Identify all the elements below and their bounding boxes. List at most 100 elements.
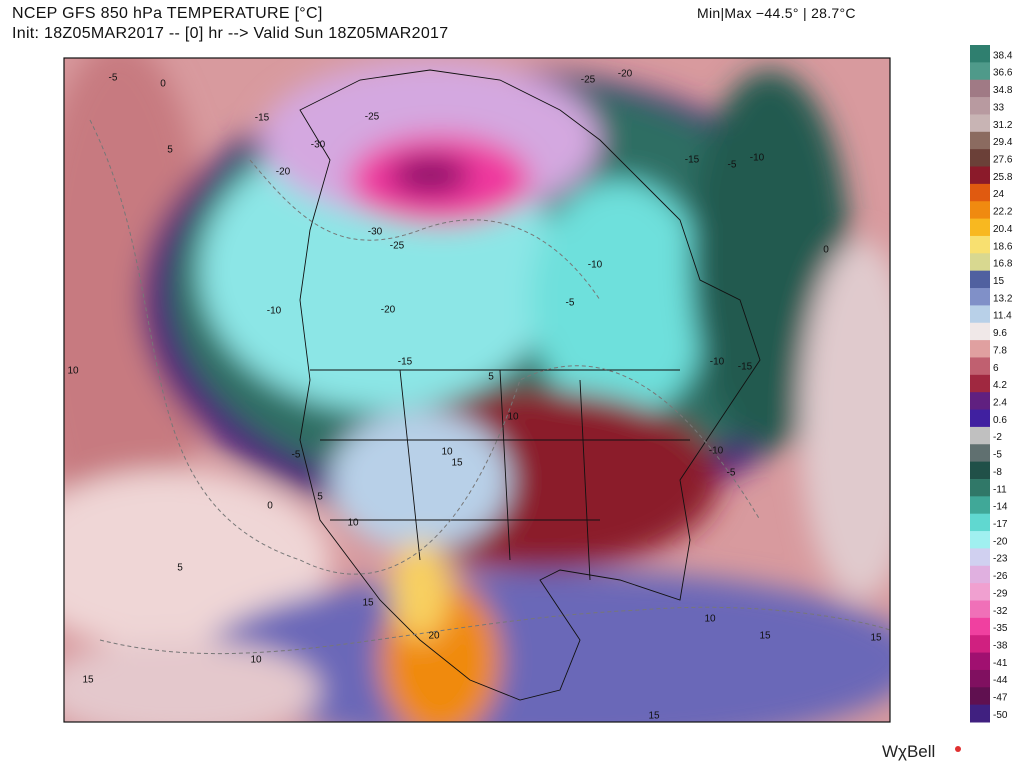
colorbar-swatch: [970, 183, 990, 202]
colorbar-swatch: [970, 600, 990, 619]
map: [64, 58, 890, 722]
colorbar-label: 34.8: [993, 85, 1013, 96]
colorbar-label: -50: [993, 710, 1008, 721]
contour-label: -15: [738, 362, 753, 373]
colorbar-swatch: [970, 270, 990, 289]
colorbar-swatch: [970, 166, 990, 185]
contour-label: 15: [82, 675, 94, 686]
logo-dot: [955, 746, 961, 752]
contour-label: 10: [441, 447, 453, 458]
colorbar-label: -20: [993, 536, 1008, 547]
colorbar-swatch: [970, 374, 990, 393]
contour-label: -30: [368, 227, 383, 238]
contour-label: 10: [67, 366, 79, 377]
colorbar-label: 33: [993, 102, 1005, 113]
colorbar-label: -11: [993, 484, 1007, 495]
contour-label: 10: [704, 614, 716, 625]
contour-label: 15: [362, 598, 374, 609]
colorbar-swatch: [970, 218, 990, 237]
contour-label: -5: [292, 450, 301, 461]
colorbar-label: 24: [993, 189, 1005, 200]
colorbar-swatch: [970, 322, 990, 341]
colorbar-swatch: [970, 704, 990, 723]
contour-label: 10: [250, 655, 262, 666]
colorbar-label: 38.4: [993, 50, 1013, 61]
colorbar-swatch: [970, 652, 990, 671]
contour-label: -5: [727, 468, 736, 479]
colorbar-swatch: [970, 97, 990, 115]
contour-label: 5: [488, 372, 494, 383]
colorbar-label: 13.2: [993, 293, 1013, 304]
colorbar-label: -14: [993, 502, 1008, 513]
subtitle: Init: 18Z05MAR2017 -- [0] hr --> Valid S…: [12, 25, 448, 42]
colorbar-label: -35: [993, 623, 1008, 634]
contour-label: -5: [566, 298, 575, 309]
colorbar-label: 36.6: [993, 68, 1013, 79]
colorbar-label: -29: [993, 588, 1008, 599]
map-frame: [63, 57, 891, 723]
colorbar-label: 9.6: [993, 328, 1007, 339]
colorbar-label: -41: [993, 658, 1008, 669]
contour-label: 15: [870, 633, 882, 644]
contour-label: 0: [160, 79, 166, 90]
colorbar-swatch: [970, 565, 990, 584]
colorbar-label: 29.4: [993, 137, 1013, 148]
contour-label: -20: [618, 69, 633, 80]
colorbar-label: -5: [993, 450, 1002, 461]
colorbar-swatch: [970, 131, 990, 150]
contour-label: -25: [390, 241, 405, 252]
colorbar-swatch: [970, 669, 990, 688]
colorbar-label: 25.8: [993, 172, 1013, 183]
colorbar-swatch: [970, 149, 990, 168]
contour-label: 10: [347, 518, 359, 529]
colorbar-swatch: [970, 617, 990, 636]
colorbar-swatch: [970, 687, 990, 706]
colorbar-label: 16.8: [993, 259, 1013, 270]
colorbar-label: 22.2: [993, 207, 1013, 218]
contour-label: -5: [728, 160, 737, 171]
colorbar-label: -17: [993, 519, 1008, 530]
colorbar-swatch: [970, 531, 990, 549]
colorbar-swatch: [970, 79, 990, 98]
contour-label: 5: [317, 492, 323, 503]
colorbar-label: 7.8: [993, 345, 1007, 356]
contour-label: -10: [709, 446, 724, 457]
colorbar-label: -32: [993, 606, 1008, 617]
colorbar-swatch: [970, 461, 990, 480]
contour-label: -10: [267, 306, 282, 317]
colorbar-swatch: [970, 340, 990, 358]
contour-label: 0: [267, 501, 273, 512]
colorbar-swatch: [970, 288, 990, 306]
colorbar-swatch: [970, 548, 990, 567]
colorbar-label: 31.2: [993, 120, 1013, 131]
colorbar-label: 15: [993, 276, 1005, 287]
colorbar-swatch: [970, 478, 990, 497]
contour-label: -15: [255, 113, 270, 124]
colorbar-label: 20.4: [993, 224, 1013, 235]
colorbar-swatch: [970, 201, 990, 220]
colorbar-label: 6: [993, 363, 999, 374]
colorbar-label: 2.4: [993, 397, 1007, 408]
contour-label: -15: [398, 357, 413, 368]
contour-label: 20: [428, 631, 440, 642]
colorbar-swatch: [970, 513, 990, 532]
colorbar-swatch: [970, 496, 990, 515]
colorbar-label: -44: [993, 675, 1008, 686]
logo: WχBell: [882, 742, 935, 761]
colorbar-swatch: [970, 62, 990, 81]
colorbar-swatch: [970, 114, 990, 133]
colorbar-swatch: [970, 253, 990, 272]
contour-label: -20: [276, 167, 291, 178]
colorbar-label: 11.4: [993, 311, 1012, 322]
colorbar-swatch: [970, 45, 990, 63]
colorbar-label: 27.6: [993, 154, 1013, 165]
colorbar-swatch: [970, 426, 990, 445]
contour-label: -10: [710, 357, 725, 368]
contour-label: -30: [311, 140, 326, 151]
colorbar-label: -38: [993, 641, 1008, 652]
colorbar-label: -26: [993, 571, 1008, 582]
contour-label: -25: [581, 75, 596, 86]
colorbar-label: 18.6: [993, 241, 1013, 252]
contour-label: 5: [167, 145, 173, 156]
